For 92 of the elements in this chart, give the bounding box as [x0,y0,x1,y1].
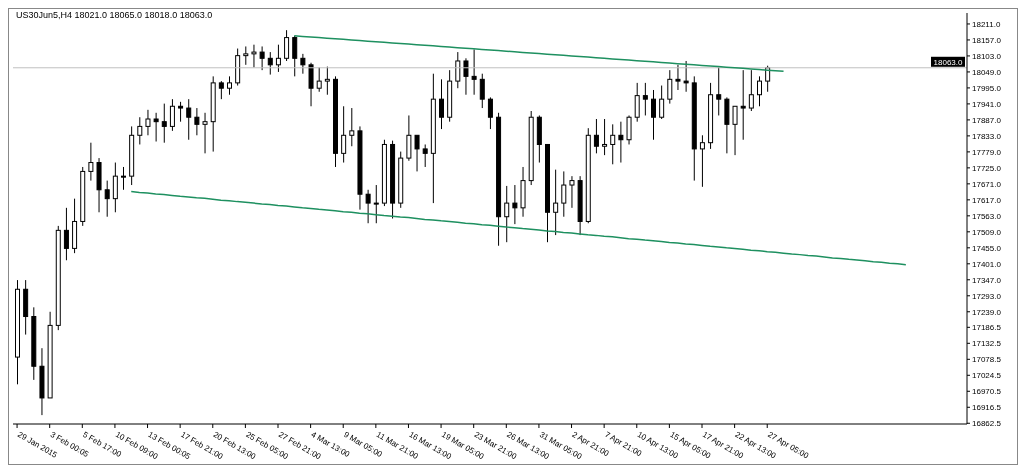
y-tick-label: 18157.0 [972,35,1002,45]
candlestick [471,48,477,96]
candlestick [63,207,69,261]
candlestick [414,134,420,172]
candlestick [308,62,314,107]
candlestick [439,78,444,130]
candlestick [561,170,567,218]
candlestick [373,184,379,224]
y-tick-label: 17186.5 [972,323,1002,333]
candlestick [757,75,762,107]
y-tick-label: 17509.0 [972,227,1002,237]
candlestick [88,142,94,182]
candlestick [602,118,608,156]
y-tick-label: 17347.0 [972,275,1002,285]
y-tick-label: 17995.0 [972,83,1002,93]
y-tick-label: 17779.0 [972,147,1002,157]
candlestick [218,80,224,100]
candlestick [202,112,208,154]
candlestick [406,114,412,162]
candlestick [292,35,298,77]
candlestick [626,114,632,145]
y-tick-label: 17725.0 [972,163,1002,173]
candlestick [716,66,722,116]
candlestick [137,116,143,145]
candlestick [569,175,575,209]
y-tick-label: 18049.0 [972,67,1002,77]
candlestick [618,121,624,164]
candlestick [634,82,640,123]
candlestick [349,107,355,147]
y-tick-label: 17239.0 [972,307,1002,317]
candlestick [153,112,159,143]
candlestick [324,66,330,96]
candlestick [194,107,200,136]
y-tick-label: 17024.5 [972,371,1002,381]
candlestick [169,98,175,132]
candlestick [732,105,738,156]
candlestick [227,75,232,96]
y-tick-label: 17455.0 [972,243,1002,253]
y-tick-label: 17132.5 [972,339,1002,349]
y-tick-label: 16862.5 [972,419,1002,429]
candlestick [186,98,192,141]
candlestick [275,44,281,73]
candlestick [178,101,184,123]
candlestick [341,105,347,164]
candlestick [121,166,126,191]
candlestick [651,89,656,141]
y-tick-label: 17941.0 [972,99,1002,109]
candlestick [667,69,673,105]
y-tick-label: 17078.5 [972,355,1002,365]
candlestick [504,185,510,243]
y-tick-label: 16970.5 [972,387,1002,397]
y-tick-label: 18211.0 [972,19,1001,29]
candlestick [748,69,754,112]
candlestick [316,66,322,93]
candlestick [422,143,428,168]
ref-line-label: 18063.0 [933,57,964,67]
candlestick [251,44,257,68]
candlestick [487,96,493,130]
candlestick [553,169,559,236]
candlestick [365,189,371,224]
candlestick [683,60,689,93]
candlestick [512,184,518,225]
candlestick [659,85,665,120]
y-tick-label: 17401.0 [972,259,1002,269]
candlestick [259,45,265,71]
y-tick-label: 17617.0 [972,195,1002,205]
y-tick-label: 17887.0 [972,115,1002,125]
candlestick [112,162,118,213]
candlestick [455,51,461,89]
y-tick-label: 17563.0 [972,211,1002,221]
candlestick [610,123,616,165]
chart-title: US30Jun5,H4 18021.0 18065.0 18018.0 18063.0 [16,10,213,20]
candlestick [675,64,681,91]
candlestick [699,134,705,188]
candlestick [642,82,648,116]
y-tick-label: 17671.0 [972,179,1002,189]
candlestick [300,53,306,75]
y-tick-label: 18103.0 [972,51,1002,61]
candlestick [161,103,167,144]
candlestick [740,69,746,141]
candlestick [463,57,469,96]
candlestick [593,118,599,154]
candlestick [104,180,110,218]
candlestick [267,51,273,76]
candlestick [479,73,485,109]
line-series [130,190,907,266]
y-tick-label: 17293.0 [972,291,1002,301]
candlestick [284,29,290,62]
y-tick-label: 16916.5 [972,403,1002,413]
candlestick [145,109,151,136]
y-tick-label: 17833.0 [972,131,1002,141]
candlestick [243,45,249,66]
